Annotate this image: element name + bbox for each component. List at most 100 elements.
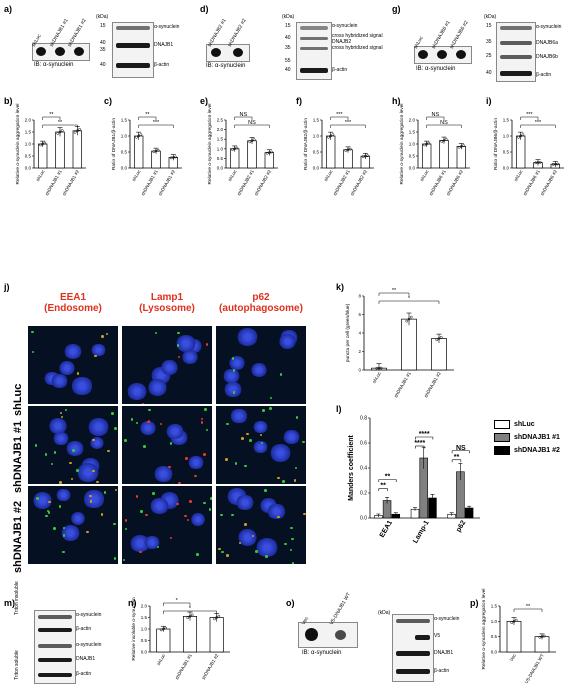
sig-label: NS: [248, 120, 256, 126]
x-tick-label: shDNAJB6 #1: [428, 169, 447, 197]
data-point: [73, 130, 77, 134]
microscopy-image: [28, 406, 118, 484]
x-tick-label: shLuc: [35, 168, 46, 182]
band-label: cross hybridized signal: [332, 33, 383, 39]
data-point: [327, 135, 330, 139]
microscopy-image: [216, 326, 306, 404]
data-point: [270, 150, 273, 154]
band-label: β-actin: [154, 62, 170, 68]
sig-label: **: [145, 112, 150, 118]
x-tick-label: shDNAJB1 #1: [174, 653, 193, 681]
band-label: α-synuclein: [434, 616, 460, 622]
bar: [229, 148, 240, 169]
side-label: Triton insoluble: [14, 581, 20, 615]
y-tick-label: 0.8: [360, 416, 367, 422]
y-tick-label: 1.0: [121, 134, 128, 139]
y-tick-label: 0.5: [141, 638, 148, 643]
y-tick-label: 4: [358, 331, 361, 336]
side-label: Triton soluble: [14, 650, 20, 680]
marker: 35: [486, 39, 492, 45]
data-point: [215, 616, 219, 619]
data-point: [56, 132, 60, 135]
band-label: β-actin: [434, 668, 450, 674]
y-tick-label: 1.0: [217, 146, 224, 151]
panel-p-letter: p): [470, 598, 479, 608]
microscopy-image: [122, 486, 212, 564]
marker: 15: [100, 23, 106, 29]
y-tick-label: 0.5: [491, 634, 498, 639]
dot-blot-g: [414, 46, 472, 64]
panel-g-letter: g): [392, 4, 401, 14]
panel-j-letter: j): [4, 282, 10, 292]
y-axis-label: Manders coefficient: [348, 434, 355, 500]
y-axis-label: Ratio of DNAJB1/β-actin: [111, 118, 117, 170]
y-axis-label: puncta per cell (green/blue): [345, 303, 351, 362]
data-point: [405, 319, 409, 323]
legend-swatch: [494, 420, 510, 429]
data-point: [379, 366, 383, 370]
dot-blot-a: [32, 43, 90, 61]
sig-label: ***: [345, 120, 352, 126]
western-blot-d: [296, 22, 332, 80]
panel-a-letter: a): [4, 4, 13, 14]
x-tick-label: shDNAJB2 #2: [253, 169, 272, 197]
band-label: DNAJB1: [154, 42, 174, 48]
data-point: [39, 143, 42, 147]
legend-item: shDNAJB1 #1: [494, 433, 560, 442]
bar: [156, 628, 171, 653]
row-label-shdnajb1-2: shDNAJB1 #2: [12, 500, 24, 573]
data-point: [437, 337, 441, 340]
data-point: [519, 134, 523, 138]
x-tick-label: V5-DNAJB1 WT: [524, 653, 545, 684]
x-tick-label: Lamp-1: [412, 519, 431, 544]
x-tick-label: EEA1: [379, 519, 394, 538]
sig-label: ***: [336, 112, 343, 118]
band-label: α-synuclein: [76, 642, 102, 648]
data-point: [252, 138, 256, 141]
data-point: [139, 133, 143, 137]
bar: [72, 130, 83, 169]
x-tick-label: shDNAJB6 #1: [522, 169, 541, 197]
x-tick-label: shDNAJB6 #2: [445, 169, 464, 197]
bar: [515, 135, 526, 169]
y-tick-label: 1.0: [409, 142, 416, 147]
x-tick-label: shLuc: [419, 168, 430, 182]
sig-label: **: [58, 120, 63, 126]
y-tick-label: 2: [358, 349, 361, 354]
data-point: [188, 615, 192, 618]
y-tick-label: 2.0: [409, 118, 416, 123]
data-point: [174, 155, 177, 159]
y-tick-label: 0.0: [121, 166, 128, 171]
data-point: [213, 617, 216, 621]
data-point: [514, 618, 518, 622]
data-point: [235, 146, 239, 150]
data-point: [556, 162, 559, 166]
data-point: [248, 140, 252, 144]
y-tick-label: 8: [358, 294, 361, 299]
dot-blot-o: [298, 622, 358, 648]
x-tick-label: shDNAJB1 #2: [157, 169, 176, 197]
marker: 40: [486, 70, 492, 76]
data-point: [156, 149, 160, 152]
band-label: β-actin: [332, 67, 348, 73]
y-tick-label: 0.0: [360, 516, 367, 522]
kda-label: (kDa): [484, 14, 497, 20]
scale-bar: [280, 588, 302, 590]
western-blot-o: [392, 614, 434, 682]
marker: 35: [100, 47, 106, 53]
y-tick-label: 0.0: [217, 166, 224, 171]
sig-label: ***: [535, 120, 542, 126]
data-point: [457, 145, 461, 149]
kda-label: (kDa): [282, 14, 295, 20]
band-label: β-actin: [76, 671, 92, 677]
microscopy-image: [216, 406, 306, 484]
row-label-shluc: shLuc: [12, 383, 24, 416]
bar: [431, 338, 447, 371]
x-tick-label: shDNAJB1 #2: [61, 169, 80, 197]
y-tick-label: 0.2: [360, 491, 367, 497]
data-point: [78, 127, 81, 131]
y-tick-label: 0.5: [121, 150, 128, 155]
western-blot-m: [34, 610, 76, 684]
x-tick-label: shDNAJB2 #1: [332, 169, 351, 197]
marker: 40: [285, 35, 291, 41]
